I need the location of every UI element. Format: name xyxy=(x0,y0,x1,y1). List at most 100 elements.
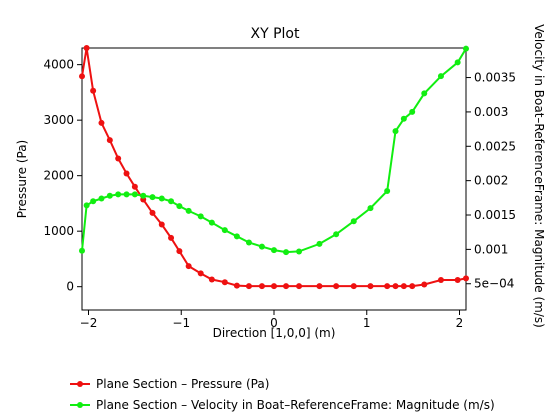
x-tick-label: 0 xyxy=(270,316,278,330)
series-point-pressure xyxy=(115,155,122,162)
series-point-velocity xyxy=(98,195,105,202)
series-point-pressure xyxy=(149,209,156,216)
series-point-pressure xyxy=(221,279,228,286)
series-point-velocity xyxy=(296,248,303,255)
series-point-pressure xyxy=(208,276,215,283)
series-point-velocity xyxy=(176,203,183,210)
chart-title: XY Plot xyxy=(251,26,300,42)
series-point-velocity xyxy=(197,213,204,220)
series-point-pressure xyxy=(90,87,97,94)
series-point-pressure xyxy=(79,73,85,80)
x-tick-label: −1 xyxy=(172,316,190,330)
series-point-velocity xyxy=(350,218,357,225)
series-point-velocity xyxy=(123,191,130,198)
legend-entry-velocity: Plane Section – Velocity in Boat–Referen… xyxy=(70,394,495,415)
y-left-tick-label: 4000 xyxy=(43,58,74,72)
series-layer xyxy=(79,45,469,290)
legend: Plane Section – Pressure (Pa) Plane Sect… xyxy=(70,373,495,415)
series-point-velocity xyxy=(400,115,407,122)
series-point-pressure xyxy=(283,283,290,290)
series-point-pressure xyxy=(233,282,240,289)
x-axis-ticks: −2 −1 0 1 2 xyxy=(80,310,464,330)
y-left-tick-label: 2000 xyxy=(43,169,74,183)
series-point-velocity xyxy=(392,128,399,135)
series-point-pressure xyxy=(437,277,444,284)
series-point-velocity xyxy=(409,108,416,115)
series-point-pressure xyxy=(463,275,469,282)
series-point-velocity xyxy=(79,247,85,254)
series-point-velocity xyxy=(158,195,165,202)
series-point-velocity xyxy=(258,243,265,250)
y-right-tick-label: 0.003 xyxy=(474,105,508,119)
y-right-tick-label: 0.001 xyxy=(474,242,508,256)
legend-swatch-pressure xyxy=(70,380,90,387)
series-point-pressure xyxy=(316,283,323,290)
series-point-pressure xyxy=(245,283,252,290)
plot-area-frame xyxy=(81,47,467,311)
series-point-pressure xyxy=(197,270,204,277)
x-tick-label: 2 xyxy=(456,316,464,330)
x-tick-label: −2 xyxy=(80,316,98,330)
series-point-pressure xyxy=(296,283,303,290)
series-point-velocity xyxy=(90,198,97,205)
series-point-pressure xyxy=(384,283,391,290)
legend-swatch-velocity xyxy=(70,401,90,408)
y-left-tick-label: 0 xyxy=(66,280,74,294)
x-tick-label: 1 xyxy=(363,316,371,330)
y-right-tick-label: 5e−04 xyxy=(474,277,514,291)
series-point-velocity xyxy=(367,205,374,212)
series-point-velocity xyxy=(83,202,90,209)
right-y-axis-label: Velocity in Boat–ReferenceFrame: Magnitu… xyxy=(532,24,546,328)
right-y-axis-ticks: 5e−04 0.001 0.0015 0.002 0.0025 0.003 0.0035 xyxy=(466,71,516,291)
series-point-pressure xyxy=(333,283,340,290)
series-point-pressure xyxy=(185,263,192,270)
series-point-velocity xyxy=(271,247,277,254)
series-point-velocity xyxy=(454,59,461,66)
series-point-velocity xyxy=(115,191,122,198)
series-point-velocity xyxy=(333,231,340,238)
series-line-velocity xyxy=(81,48,467,254)
series-point-velocity xyxy=(149,194,156,201)
series-point-pressure xyxy=(158,221,165,228)
left-y-axis-label: Pressure (Pa) xyxy=(15,140,29,218)
series-point-pressure xyxy=(350,283,357,290)
y-left-tick-label: 3000 xyxy=(43,113,74,127)
legend-label-pressure: Plane Section – Pressure (Pa) xyxy=(96,376,270,391)
series-point-pressure xyxy=(168,234,175,241)
series-point-velocity xyxy=(221,227,228,234)
series-point-pressure xyxy=(400,283,407,290)
x-axis-label: Direction [1,0,0] (m) xyxy=(213,326,336,340)
series-point-pressure xyxy=(409,283,416,290)
series-point-pressure xyxy=(176,248,183,255)
y-right-tick-label: 0.0015 xyxy=(474,208,516,222)
y-right-tick-label: 0.0025 xyxy=(474,139,516,153)
series-point-velocity xyxy=(233,233,240,240)
series-point-velocity xyxy=(437,73,444,80)
series-point-velocity xyxy=(140,192,147,199)
series-point-velocity xyxy=(421,90,428,97)
y-left-tick-label: 1000 xyxy=(43,224,74,238)
series-point-velocity xyxy=(168,198,175,205)
left-y-axis-ticks: 0 1000 2000 3000 4000 xyxy=(43,58,82,294)
legend-entry-pressure: Plane Section – Pressure (Pa) xyxy=(70,373,495,394)
series-point-pressure xyxy=(131,183,138,190)
series-point-pressure xyxy=(271,283,277,290)
series-point-pressure xyxy=(367,283,374,290)
series-point-velocity xyxy=(283,249,290,256)
series-point-velocity xyxy=(208,219,215,226)
series-point-pressure xyxy=(421,281,428,288)
series-point-pressure xyxy=(106,137,113,144)
legend-label-velocity: Plane Section – Velocity in Boat–Referen… xyxy=(96,397,495,412)
series-point-velocity xyxy=(131,191,138,198)
series-point-pressure xyxy=(123,170,130,177)
series-point-velocity xyxy=(316,240,323,247)
series-point-velocity xyxy=(463,45,469,52)
series-point-pressure xyxy=(454,277,461,284)
series-point-pressure xyxy=(98,119,105,126)
series-point-velocity xyxy=(245,239,252,246)
series-point-pressure xyxy=(258,283,265,290)
series-point-pressure xyxy=(83,45,90,51)
y-right-tick-label: 0.002 xyxy=(474,174,508,188)
series-point-pressure xyxy=(392,283,399,290)
